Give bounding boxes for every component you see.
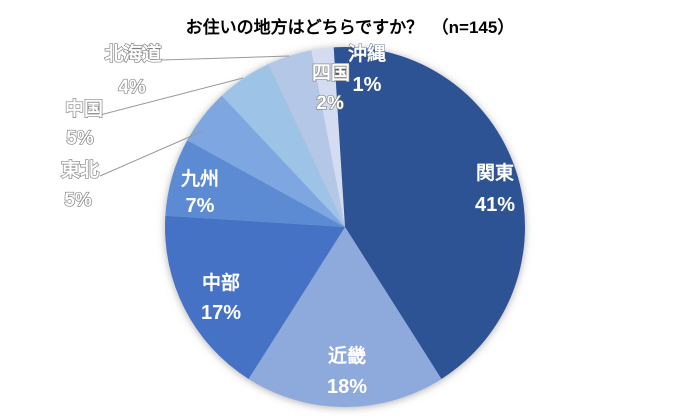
svg-text:沖縄: 沖縄	[348, 42, 386, 65]
svg-text:1%: 1%	[353, 74, 382, 96]
svg-text:中国: 中国	[65, 97, 103, 120]
svg-text:関東: 関東	[476, 161, 514, 184]
svg-text:四国: 四国	[312, 62, 350, 84]
svg-text:17%: 17%	[201, 302, 241, 324]
svg-text:近畿: 近畿	[328, 344, 366, 367]
svg-text:九州: 九州	[180, 168, 219, 190]
svg-text:5%: 5%	[64, 190, 92, 211]
svg-text:18%: 18%	[327, 376, 367, 398]
svg-text:41%: 41%	[475, 194, 515, 216]
svg-text:北海道: 北海道	[104, 42, 161, 65]
svg-text:中部: 中部	[202, 271, 240, 294]
svg-text:2%: 2%	[316, 93, 344, 114]
svg-text:5%: 5%	[66, 128, 94, 149]
svg-text:4%: 4%	[118, 77, 146, 98]
svg-text:7%: 7%	[186, 195, 215, 217]
svg-text:東北: 東北	[61, 158, 99, 181]
